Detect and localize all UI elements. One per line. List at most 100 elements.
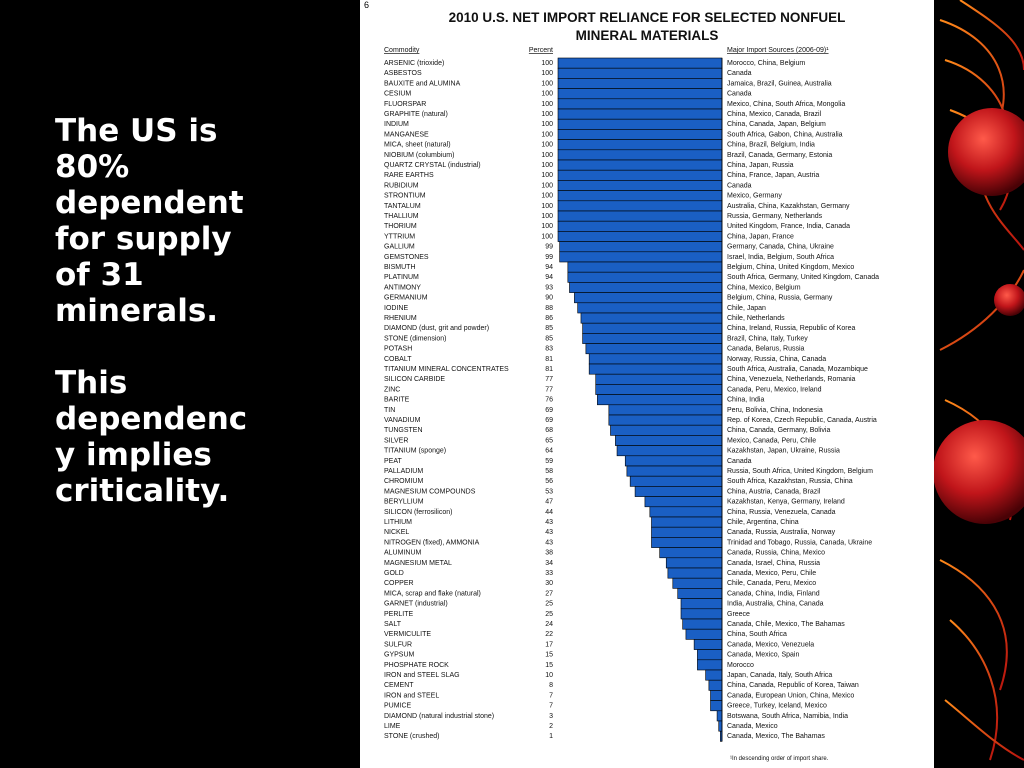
commodity-label: DIAMOND (dust, grit and powder): [384, 325, 489, 332]
bar: [697, 659, 723, 671]
chart-row: PHOSPHATE ROCK 15 Morocco: [384, 659, 754, 671]
red-sphere: [933, 420, 1024, 524]
commodity-label: MANGANESE: [384, 131, 429, 138]
commodity-label: IRON and STEEL SLAG: [384, 672, 460, 679]
import-sources-label: Rep. of Korea, Czech Republic, Canada, A…: [727, 417, 877, 424]
commodity-label: TUNGSTEN: [384, 427, 423, 434]
import-sources-label: Brazil, Canada, Germany, Estonia: [727, 152, 832, 159]
percent-label: 81: [545, 356, 553, 363]
commodity-label: GOLD: [384, 570, 404, 577]
commodity-label: FLUORSPAR: [384, 101, 426, 108]
percent-label: 22: [545, 631, 553, 638]
import-sources-label: South Africa, Gabon, China, Australia: [727, 131, 843, 138]
bar: [567, 261, 723, 273]
chart-row: STONE (dimension) 85 Brazil, China, Italy,…: [384, 333, 808, 344]
import-sources-label: Brazil, China, Italy, Turkey: [727, 335, 808, 342]
import-sources-label: India, Australia, China, Canada: [727, 601, 824, 608]
percent-label: 99: [545, 244, 553, 251]
percent-label: 53: [545, 488, 553, 495]
import-sources-label: United Kingdom, France, India, Canada: [727, 223, 850, 230]
commodity-label: NITROGEN (fixed), AMMONIA: [384, 539, 480, 546]
chart-row: ASBESTOS 100 Canada: [384, 67, 752, 79]
percent-label: 43: [545, 529, 553, 536]
chart-row: NITROGEN (fixed), AMMONIA 43 Trinidad and …: [384, 537, 872, 548]
percent-label: 100: [541, 213, 553, 220]
chart-row: IODINE 88 Chile, Japan: [384, 302, 766, 314]
chart-row: PUMICE 7 Greece, Turkey, Iceland, Mexico: [384, 700, 827, 712]
percent-label: 17: [545, 641, 553, 648]
chart-row: IRON and STEEL 7 Canada, European Union, C…: [384, 690, 854, 701]
percent-label: 25: [545, 611, 553, 618]
commodity-label: CESIUM: [384, 91, 411, 98]
percent-label: 86: [545, 315, 553, 322]
percent-label: 27: [545, 590, 553, 597]
commodity-label: MAGNESIUM METAL: [384, 560, 452, 567]
percent-label: 68: [545, 427, 553, 434]
chart-row: GOLD 33 Canada, Mexico, Peru, Chile: [384, 567, 816, 579]
import-sources-label: Canada, Peru, Mexico, Ireland: [727, 386, 822, 393]
import-sources-label: Canada, European Union, China, Mexico: [727, 692, 854, 699]
chart-row: GRAPHITE (natural) 100 China, Mexico, Cana…: [384, 108, 822, 120]
chart-row: MICA, sheet (natural) 100 China, Brazil, B…: [384, 139, 815, 151]
bar: [659, 547, 723, 559]
net-import-bar-chart: Commodity Percent Major Import Sources (…: [384, 47, 879, 762]
commodity-label: ALUMINUM: [384, 550, 422, 557]
percent-label: 30: [545, 580, 553, 587]
percent-label: 90: [545, 295, 553, 302]
bar: [574, 292, 723, 304]
commodity-label: POTASH: [384, 346, 412, 353]
chart-row: TUNGSTEN 68 China, Canada, Germany, Bolivi…: [384, 424, 830, 436]
import-sources-label: South Africa, Australia, Canada, Mozambi…: [727, 366, 868, 373]
commodity-label: MICA, sheet (natural): [384, 142, 451, 149]
bar: [557, 149, 723, 161]
header-sources: Major Import Sources (2006-09)¹: [727, 47, 829, 54]
percent-label: 43: [545, 539, 553, 546]
commodity-label: MAGNESIUM COMPOUNDS: [384, 488, 476, 495]
commodity-label: GALLIUM: [384, 244, 415, 251]
commodity-label: PERLITE: [384, 611, 414, 618]
percent-label: 100: [541, 152, 553, 159]
import-sources-label: China, Japan, France: [727, 233, 794, 240]
bar: [588, 363, 723, 375]
commodity-label: ASBESTOS: [384, 70, 422, 77]
page-number: 6: [364, 0, 370, 10]
chart-footnote: ¹In descending order of import share.: [730, 756, 829, 762]
commodity-label: SALT: [384, 621, 402, 628]
percent-label: 100: [541, 172, 553, 179]
bar: [616, 445, 723, 457]
bar: [557, 169, 723, 181]
bar: [680, 608, 723, 620]
percent-label: 100: [541, 233, 553, 240]
percent-label: 100: [541, 91, 553, 98]
commodity-label: IRON and STEEL: [384, 692, 439, 699]
import-sources-label: China, Brazil, Belgium, India: [727, 142, 815, 149]
commodity-label: THORIUM: [384, 223, 417, 230]
import-sources-label: Chile, Canada, Peru, Mexico: [727, 580, 816, 587]
percent-label: 34: [545, 560, 553, 567]
chart-row: PLATINUM 94 South Africa, Germany, United …: [384, 271, 879, 283]
import-sources-label: Peru, Bolivia, China, Indonesia: [727, 407, 823, 414]
bar: [557, 190, 723, 202]
percent-label: 88: [545, 305, 553, 312]
percent-label: 100: [541, 60, 553, 67]
bar: [629, 475, 723, 487]
percent-label: 100: [541, 203, 553, 210]
bar: [680, 598, 723, 610]
percent-label: 3: [549, 713, 553, 720]
commodity-label: TITANIUM MINERAL CONCENTRATES: [384, 366, 509, 373]
percent-label: 58: [545, 468, 553, 475]
percent-label: 7: [549, 692, 553, 699]
commodity-label: SILICON (ferrosilicon): [384, 509, 452, 516]
chart-row: CESIUM 100 Canada: [384, 88, 752, 100]
commodity-label: GEMSTONES: [384, 254, 429, 261]
import-sources-label: Canada, China, India, Finland: [727, 590, 820, 597]
import-sources-label: Mexico, China, South Africa, Mongolia: [727, 101, 845, 108]
bar: [597, 394, 723, 406]
percent-label: 44: [545, 509, 553, 516]
bar: [644, 496, 723, 508]
bar: [557, 210, 723, 222]
bar: [610, 424, 723, 436]
chart-row: GERMANIUM 90 Belgium, China, Russia, Germa…: [384, 292, 833, 304]
bar: [582, 322, 723, 334]
chart-row: VERMICULITE 22 China, South Africa: [384, 628, 787, 640]
